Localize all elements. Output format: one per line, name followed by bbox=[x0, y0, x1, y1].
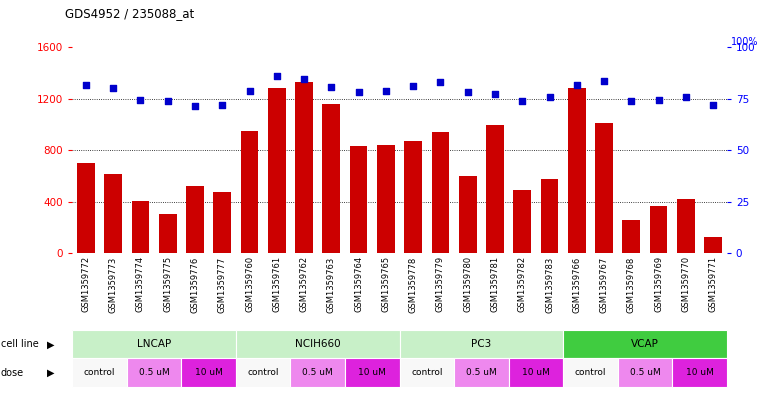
Bar bbox=[622, 220, 640, 253]
Text: 10 uM: 10 uM bbox=[195, 368, 222, 377]
Text: 10 uM: 10 uM bbox=[358, 368, 386, 377]
Text: VCAP: VCAP bbox=[631, 339, 659, 349]
Text: 10 uM: 10 uM bbox=[522, 368, 549, 377]
Point bbox=[489, 90, 501, 97]
Text: control: control bbox=[84, 368, 116, 377]
Point bbox=[135, 97, 147, 103]
Point bbox=[380, 88, 392, 94]
Bar bbox=[431, 132, 449, 253]
Text: control: control bbox=[575, 368, 607, 377]
Point bbox=[107, 85, 119, 92]
Bar bbox=[323, 104, 340, 253]
Text: 0.5 uM: 0.5 uM bbox=[629, 368, 661, 377]
Bar bbox=[186, 186, 204, 253]
Point bbox=[271, 73, 283, 79]
Point bbox=[407, 83, 419, 90]
Bar bbox=[132, 200, 149, 253]
Text: 0.5 uM: 0.5 uM bbox=[139, 368, 170, 377]
Bar bbox=[459, 176, 476, 253]
Text: ▶: ▶ bbox=[47, 339, 55, 349]
Point bbox=[325, 84, 337, 90]
Point bbox=[352, 89, 365, 95]
Point bbox=[598, 78, 610, 84]
Bar bbox=[240, 131, 259, 253]
Text: control: control bbox=[247, 368, 279, 377]
Bar bbox=[568, 88, 586, 253]
Point bbox=[298, 76, 310, 83]
Text: 100%: 100% bbox=[731, 37, 758, 47]
Bar bbox=[540, 179, 559, 253]
Bar bbox=[213, 191, 231, 253]
Bar bbox=[595, 123, 613, 253]
Bar bbox=[268, 88, 285, 253]
Text: LNCAP: LNCAP bbox=[137, 339, 171, 349]
Bar bbox=[350, 147, 368, 253]
Bar bbox=[295, 82, 313, 253]
Point bbox=[216, 102, 228, 108]
Point bbox=[189, 103, 201, 109]
Point bbox=[244, 88, 256, 94]
Point bbox=[516, 97, 528, 104]
Point bbox=[707, 101, 719, 108]
Text: control: control bbox=[411, 368, 443, 377]
Point bbox=[680, 94, 692, 100]
Bar bbox=[377, 145, 395, 253]
Point bbox=[543, 94, 556, 101]
Point bbox=[626, 97, 638, 104]
Text: ▶: ▶ bbox=[47, 367, 55, 378]
Text: NCIH660: NCIH660 bbox=[295, 339, 340, 349]
Text: GDS4952 / 235088_at: GDS4952 / 235088_at bbox=[65, 7, 194, 20]
Text: cell line: cell line bbox=[1, 339, 39, 349]
Bar bbox=[486, 125, 504, 253]
Bar bbox=[159, 213, 177, 253]
Bar bbox=[104, 174, 122, 253]
Bar bbox=[404, 141, 422, 253]
Point bbox=[652, 97, 664, 103]
Bar bbox=[704, 237, 722, 253]
Bar bbox=[77, 163, 95, 253]
Point bbox=[80, 81, 92, 88]
Bar bbox=[677, 199, 695, 253]
Text: dose: dose bbox=[1, 367, 24, 378]
Bar bbox=[650, 206, 667, 253]
Point bbox=[571, 81, 583, 88]
Bar bbox=[514, 190, 531, 253]
Text: 0.5 uM: 0.5 uM bbox=[302, 368, 333, 377]
Text: 10 uM: 10 uM bbox=[686, 368, 713, 377]
Point bbox=[435, 79, 447, 85]
Point bbox=[462, 89, 474, 95]
Text: 0.5 uM: 0.5 uM bbox=[466, 368, 497, 377]
Point bbox=[161, 97, 174, 104]
Text: PC3: PC3 bbox=[471, 339, 492, 349]
